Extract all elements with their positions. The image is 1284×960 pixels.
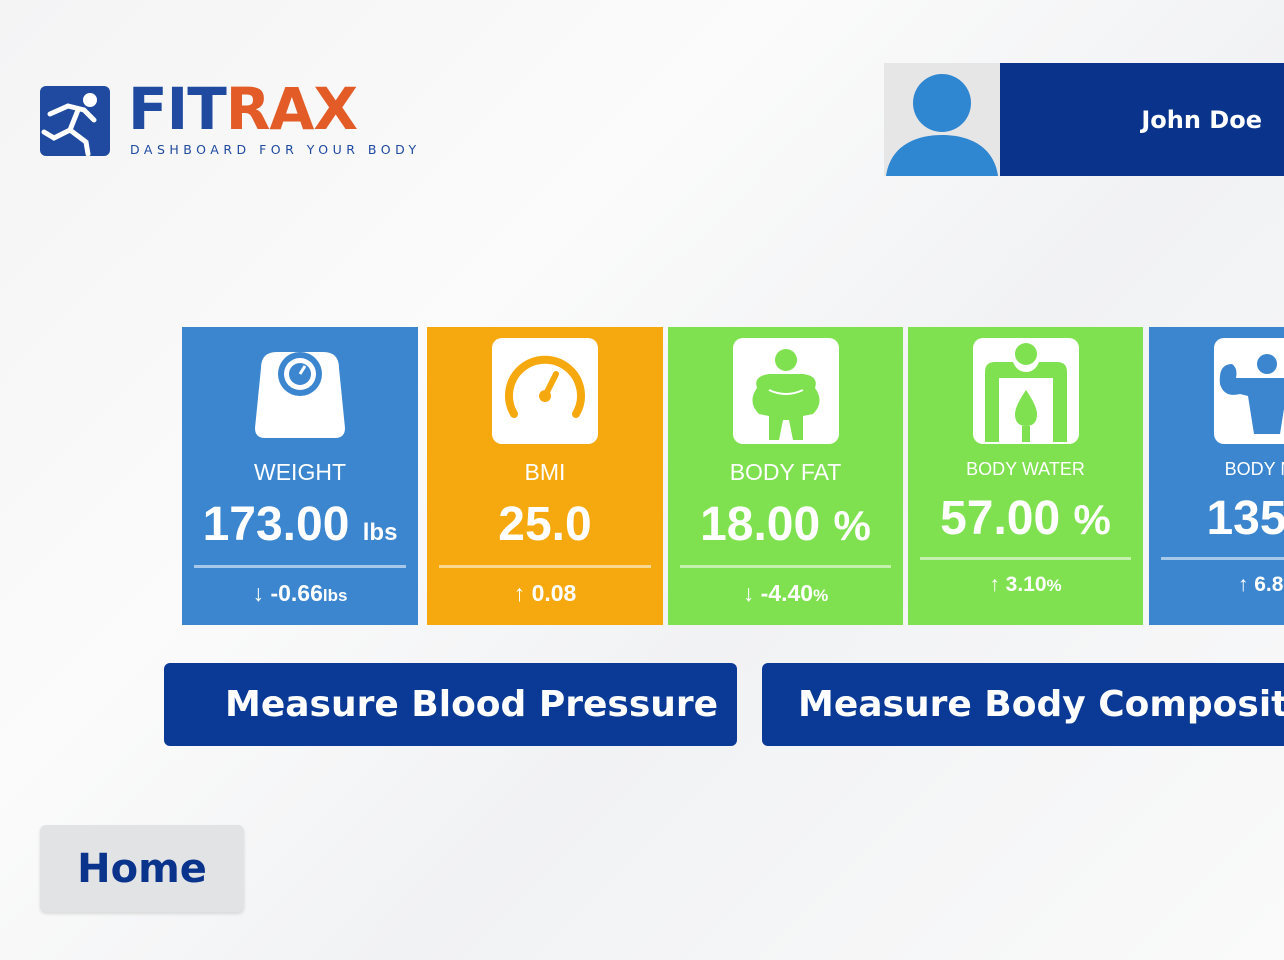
tile-body-muscle[interactable]: BODY MU 135.0 ↑ 6.83 [1149, 327, 1284, 625]
logo-wordmark: FITRAX [128, 75, 358, 143]
tile-change: ↑ 6.83 [1237, 573, 1284, 596]
home-button[interactable]: Home [40, 825, 244, 912]
tile-label: BODY MU [1224, 459, 1284, 479]
tile-value: 18.00 % [700, 498, 871, 551]
body-water-icon [972, 338, 1079, 444]
arrow-down-icon: ↓ [742, 580, 755, 606]
measure-body-composition-button[interactable]: Measure Body Compositio [762, 663, 1284, 746]
divider [439, 565, 651, 568]
tile-value: 135.0 [1206, 492, 1284, 545]
person-silhouette-icon [886, 74, 998, 176]
muscle-icon [1213, 338, 1284, 444]
arrow-up-icon: ↑ [989, 573, 1000, 596]
tile-change: ↑ 3.10% [989, 573, 1062, 596]
tile-body-fat[interactable]: BODY FAT 18.00 % ↓ -4.40% [668, 327, 903, 625]
user-name-box: John Doe [1000, 63, 1284, 176]
user-profile[interactable]: John Doe [884, 63, 1284, 176]
tile-value: 173.00 lbs [202, 498, 398, 551]
divider [194, 565, 406, 568]
divider [680, 565, 891, 568]
tile-change: ↑ 0.08 [513, 580, 577, 606]
user-name: John Doe [1141, 105, 1262, 134]
tile-label: BODY FAT [729, 459, 842, 485]
measure-blood-pressure-button[interactable]: Measure Blood Pressure [164, 663, 737, 746]
gauge-icon [492, 338, 598, 444]
logo-tagline: DASHBOARD FOR YOUR BODY [130, 142, 421, 157]
arrow-up-icon: ↑ [1237, 573, 1249, 596]
arrow-up-icon: ↑ [513, 580, 526, 606]
tile-weight[interactable]: WEIGHT 173.00 lbs ↓ -0.66lbs [182, 327, 418, 625]
body-fat-icon [732, 338, 839, 444]
tile-bmi[interactable]: BMI 25.0 ↑ 0.08 [427, 327, 663, 625]
runner-logo-icon [40, 86, 110, 156]
tile-label: WEIGHT [254, 459, 346, 485]
divider [920, 557, 1131, 560]
tile-label: BMI [524, 459, 566, 485]
tile-label: BODY WATER [966, 459, 1085, 479]
tile-body-water[interactable]: BODY WATER 57.00 % ↑ 3.10% [908, 327, 1143, 625]
arrow-down-icon: ↓ [252, 580, 265, 606]
divider [1161, 557, 1284, 560]
scale-icon [255, 352, 345, 438]
tile-value: 25.0 [498, 498, 592, 551]
tile-change: ↓ -4.40% [742, 580, 829, 606]
tile-value: 57.00 % [940, 492, 1111, 545]
avatar [884, 63, 1000, 176]
fitrax-logo: FITRAX DASHBOARD FOR YOUR BODY [40, 80, 460, 158]
tile-change: ↓ -0.66lbs [252, 580, 348, 606]
metric-tiles: WEIGHT 173.00 lbs ↓ -0.66lbs BMI 25.0 ↑ … [182, 327, 1284, 625]
